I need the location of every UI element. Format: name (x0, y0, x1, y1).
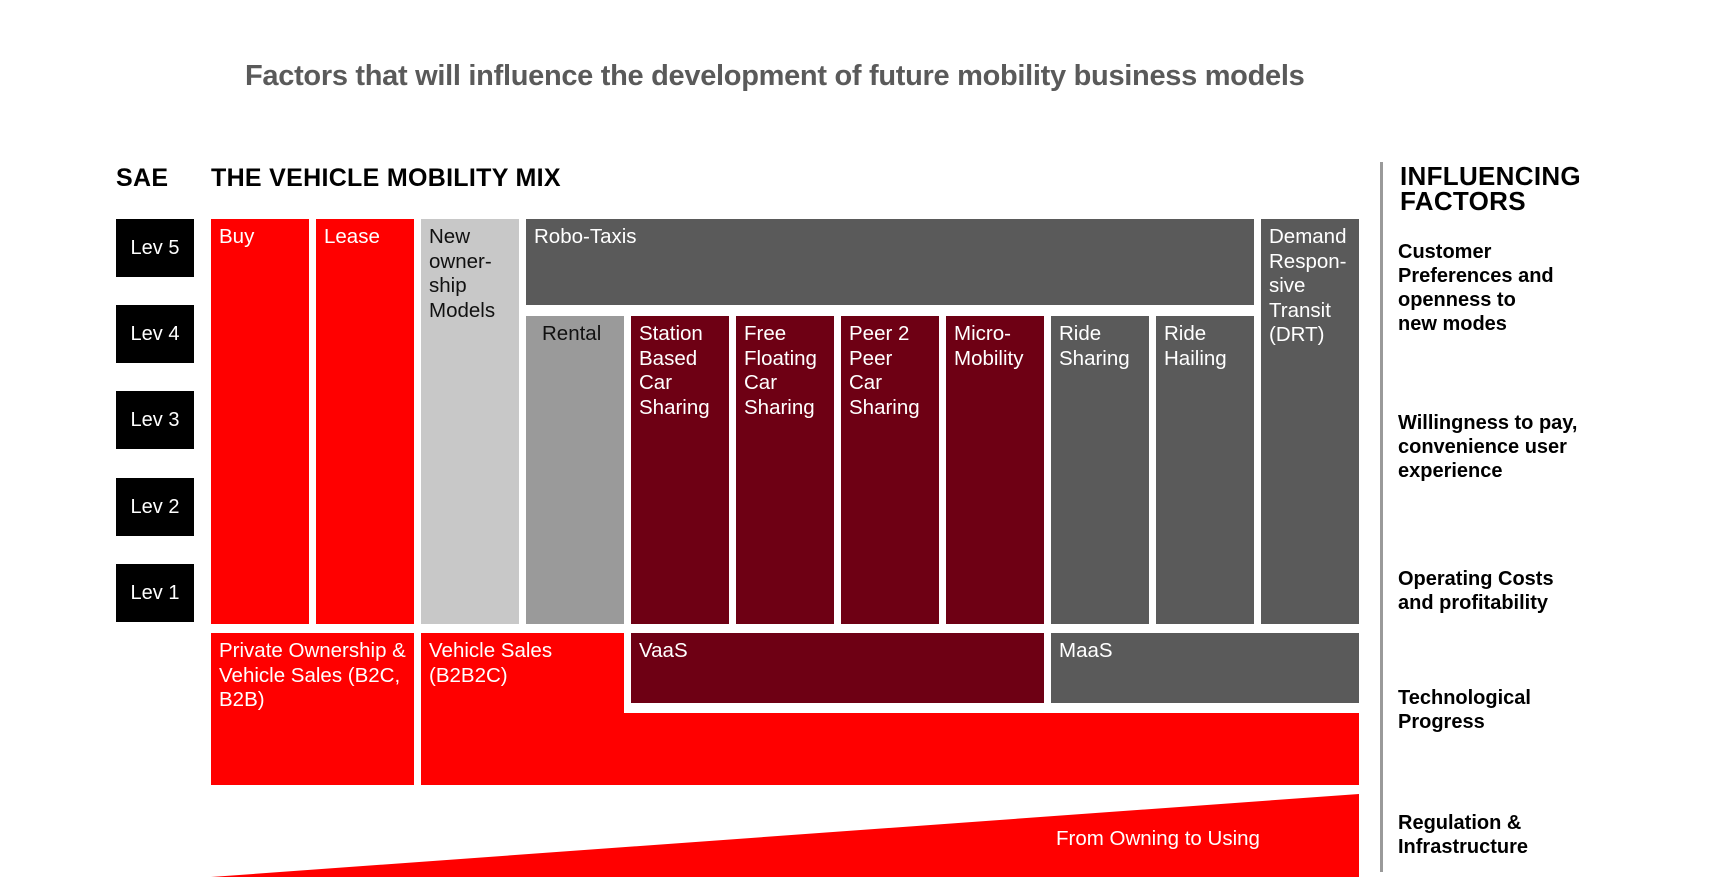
section-divider (1380, 162, 1383, 872)
model-free-floating: Free Floating Car Sharing (736, 316, 834, 624)
sae-level-4: Lev 4 (116, 305, 194, 363)
category-vehicle-sales-label: Vehicle Sales (B2B2C) (429, 639, 553, 687)
category-vaas: VaaS (631, 633, 1044, 703)
sae-level-5: Lev 5 (116, 219, 194, 277)
category-maas: MaaS (1051, 633, 1359, 703)
model-robo-taxis: Robo-Taxis (526, 219, 1254, 305)
model-rental: Rental (526, 316, 624, 624)
model-lease: Lease (316, 219, 414, 624)
model-new-ownership: New owner-ship Models (421, 219, 519, 624)
influencing-factors-header: INFLUENCING FACTORS (1400, 161, 1581, 216)
model-station-based: Station Based Car Sharing (631, 316, 729, 624)
model-micro-mobility: Micro-Mobility (946, 316, 1044, 624)
category-vehicle-sales-lower (421, 713, 1359, 785)
category-private-ownership: Private Ownership & Vehicle Sales (B2C, … (211, 633, 414, 785)
sae-level-2: Lev 2 (116, 478, 194, 536)
category-vehicle-sales-upper (421, 633, 624, 713)
model-peer2peer: Peer 2 Peer Car Sharing (841, 316, 939, 624)
factor-regulation: Regulation & Infrastructure (1398, 812, 1529, 858)
model-drt: Demand Respon-sive Transit (DRT) (1261, 219, 1359, 624)
sae-level-1: Lev 1 (116, 564, 194, 622)
sae-level-3: Lev 3 (116, 391, 194, 449)
wedge-label: From Owning to Using (1056, 827, 1260, 850)
page-title: Factors that will influence the developm… (245, 60, 1305, 92)
factor-customer-preferences: Customer Preferences and openness to new… (1398, 241, 1554, 335)
sae-header: SAE (116, 164, 169, 192)
model-ride-hailing: Ride Hailing (1156, 316, 1254, 624)
wedge-shape (211, 794, 1359, 877)
mobility-mix-header: THE VEHICLE MOBILITY MIX (211, 164, 561, 192)
factor-willingness-to-pay: Willingness to pay, convenience user exp… (1398, 412, 1578, 482)
model-ride-sharing: Ride Sharing (1051, 316, 1149, 624)
factor-operating-costs: Operating Costs and profitability (1398, 568, 1554, 614)
factor-technological-progress: Technological Progress (1398, 687, 1531, 733)
model-buy: Buy (211, 219, 309, 624)
